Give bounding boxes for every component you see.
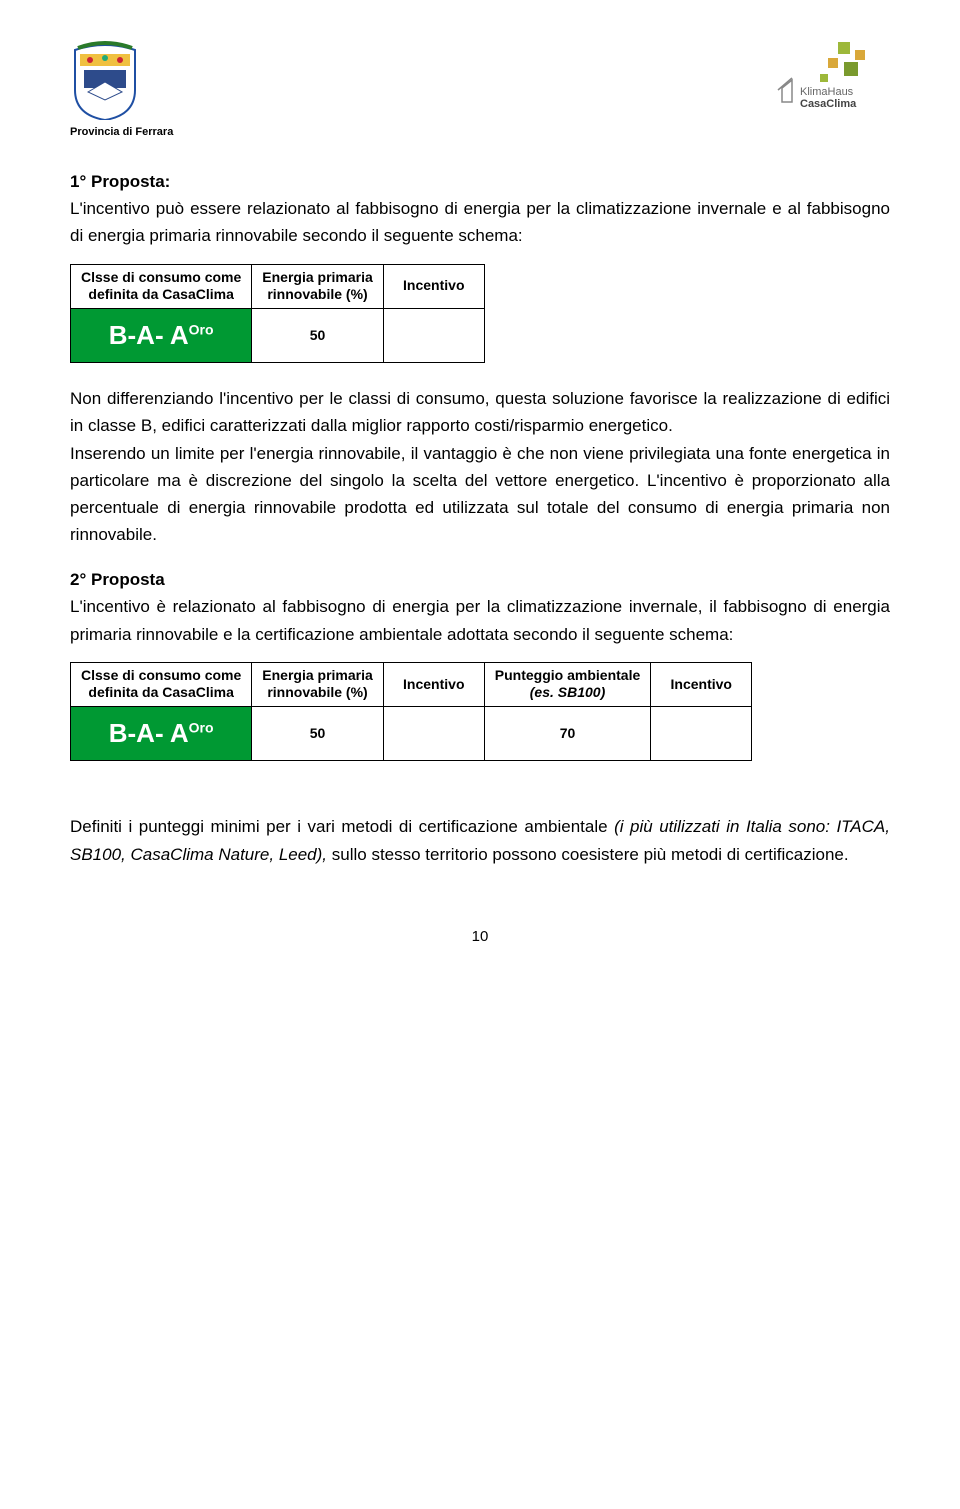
t1-value-cell: 50 <box>252 308 384 363</box>
t2-col5-header: Incentivo <box>651 662 752 706</box>
proposal-1-table: Clsse di consumo come definita da CasaCl… <box>70 264 485 364</box>
t1-class-main: B-A- A <box>109 320 189 350</box>
closing-post: sullo stesso territorio possono coesiste… <box>327 845 849 864</box>
t2-col2-h-line2: rinnovabile (%) <box>267 684 367 700</box>
t2-class-cell: B-A- AOro <box>71 706 252 761</box>
t1-col1-h-line1: Clsse di consumo come <box>81 269 241 285</box>
t2-incentive2-cell <box>651 706 752 761</box>
proposal-1-heading: 1° Proposta: <box>70 168 890 195</box>
t1-class-cell: B-A- AOro <box>71 308 252 363</box>
t2-value2-cell: 70 <box>484 706 650 761</box>
t2-col2-h-line1: Energia primaria <box>262 667 373 683</box>
t1-col2-h-line1: Energia primaria <box>262 269 373 285</box>
province-crest-icon <box>70 40 140 120</box>
t1-col2-header: Energia primaria rinnovabile (%) <box>252 264 384 308</box>
closing-pre: Definiti i punteggi minimi per i vari me… <box>70 817 614 836</box>
svg-text:KlimaHaus: KlimaHaus <box>800 86 854 98</box>
body-text: 1° Proposta: L'incentivo può essere rela… <box>70 168 890 868</box>
t2-class-sup: Oro <box>189 719 214 735</box>
proposal-2-table: Clsse di consumo come definita da CasaCl… <box>70 662 752 762</box>
page-header: Provincia di Ferrara KlimaHaus CasaClima <box>70 40 890 138</box>
t1-col1-header: Clsse di consumo come definita da CasaCl… <box>71 264 252 308</box>
svg-text:CasaClima: CasaClima <box>800 98 857 110</box>
spacer <box>70 548 890 566</box>
proposal-1-intro: L'incentivo può essere relazionato al fa… <box>70 195 890 249</box>
t2-col2-header: Energia primaria rinnovabile (%) <box>252 662 384 706</box>
t2-col3-header: Incentivo <box>383 662 484 706</box>
proposal-2-intro: L'incentivo è relazionato al fabbisogno … <box>70 593 890 647</box>
t1-col3-header: Incentivo <box>383 264 484 308</box>
t2-incentive1-cell <box>383 706 484 761</box>
proposal-1-explain-1: Non differenziando l'incentivo per le cl… <box>70 385 890 439</box>
t2-col1-h-line1: Clsse di consumo come <box>81 667 241 683</box>
t2-value1-cell: 50 <box>252 706 384 761</box>
proposal-1-explain-2: Inserendo un limite per l'energia rinnov… <box>70 440 890 549</box>
province-label: Provincia di Ferrara <box>70 126 173 138</box>
t2-col4-header: Punteggio ambientale (es. SB100) <box>484 662 650 706</box>
t2-col1-header: Clsse di consumo come definita da CasaCl… <box>71 662 252 706</box>
t1-col1-h-line2: definita da CasaClima <box>88 286 234 302</box>
casaclima-logo-icon: KlimaHaus CasaClima <box>740 40 890 110</box>
t1-class-sup: Oro <box>189 321 214 337</box>
t2-col1-h-line2: definita da CasaClima <box>88 684 234 700</box>
t2-class-main: B-A- A <box>109 718 189 748</box>
header-left: Provincia di Ferrara <box>70 40 173 138</box>
proposal-2-heading: 2° Proposta <box>70 566 890 593</box>
t1-incentive-cell <box>383 308 484 363</box>
closing-paragraph: Definiti i punteggi minimi per i vari me… <box>70 813 890 867</box>
spacer <box>70 783 890 813</box>
page-number: 10 <box>70 928 890 945</box>
t2-col4-h-line1: Punteggio ambientale <box>495 667 640 683</box>
t1-col2-h-line2: rinnovabile (%) <box>267 286 367 302</box>
t2-col4-h-line2: (es. SB100) <box>530 684 605 700</box>
